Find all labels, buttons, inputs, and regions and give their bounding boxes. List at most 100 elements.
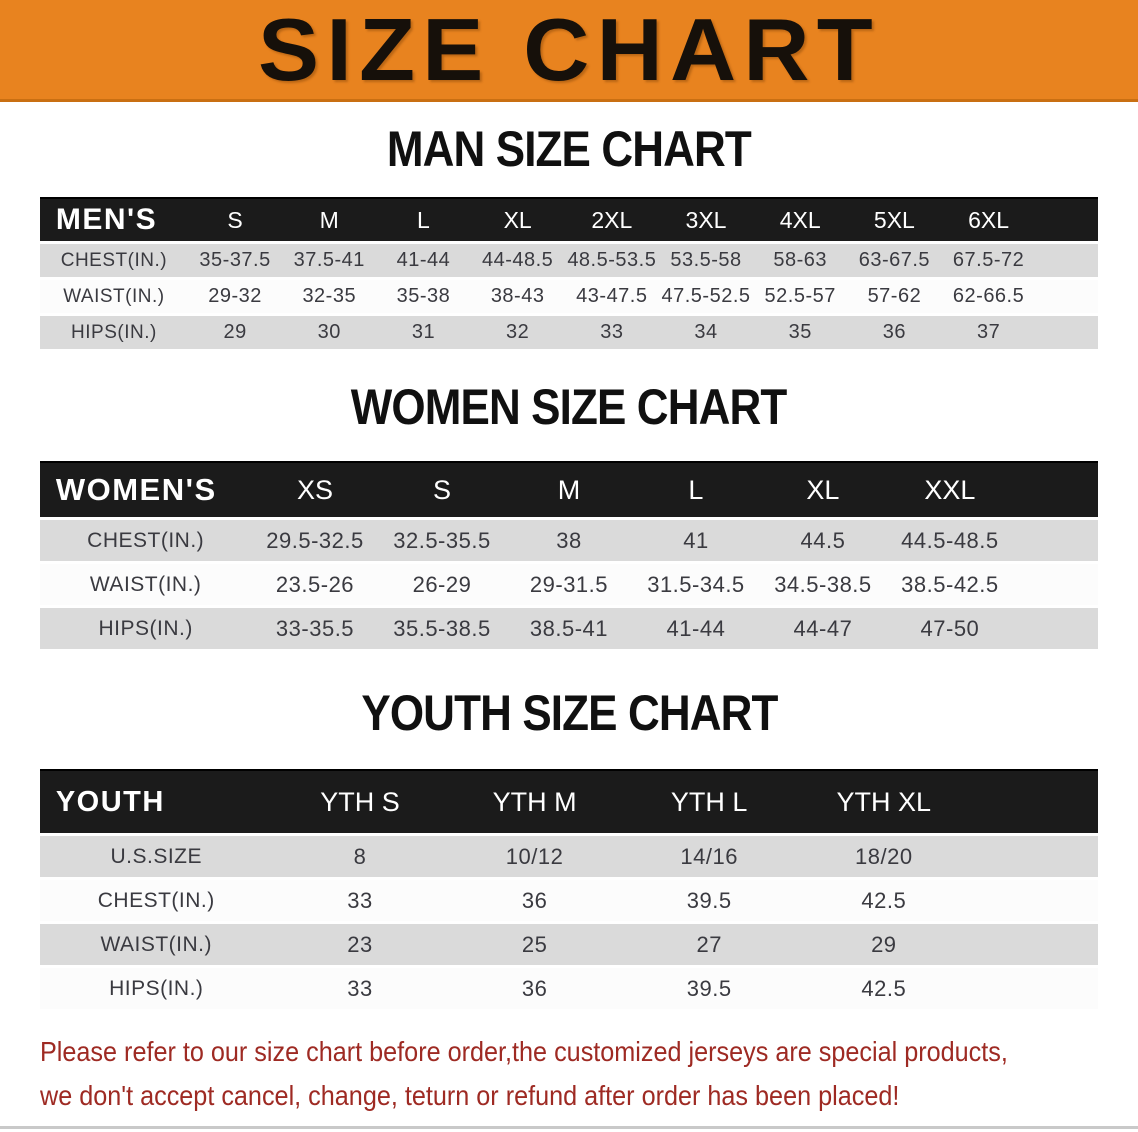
men-column-header: 4XL	[753, 197, 848, 241]
women-column-header: L	[632, 461, 760, 517]
women-table-cell: 44.5	[759, 520, 887, 561]
youth-corner-label: YOUTH	[39, 769, 273, 833]
youth-table-cell: 27	[621, 924, 797, 965]
youth-row-label: WAIST(IN.)	[39, 924, 273, 965]
youth-table-cell: 33	[272, 880, 448, 921]
men-table-cell: 53.5-58	[658, 244, 754, 277]
women-table-row: CHEST(IN.) 29.5-32.5 32.5-35.5 38 41 44.5 44.5…	[39, 520, 1099, 561]
youth-column-header: YTH M	[447, 769, 622, 833]
women-table-cell: 38.5-42.5	[886, 564, 1014, 605]
men-table-cell: 29-32	[187, 280, 283, 313]
women-corner-label: WOMEN'S	[39, 461, 252, 517]
youth-column-header: YTH L	[621, 769, 797, 833]
men-table-cell: 31	[376, 316, 471, 349]
youth-table-cell: 10/12	[447, 836, 622, 877]
women-section-heading: WOMEN SIZE CHART	[351, 379, 788, 435]
men-row-label: HIPS(IN.)	[39, 316, 188, 349]
men-corner-label: MEN'S	[39, 197, 188, 241]
women-table-cell: 41	[632, 520, 760, 561]
disclaimer-line-1: Please refer to our size chart before or…	[40, 1036, 1008, 1067]
men-table-cell: 35-38	[376, 280, 471, 313]
men-table-row: HIPS(IN.) 29 30 31 32 33 34 35 36 37	[39, 316, 1099, 349]
men-table-cell: 34	[658, 316, 754, 349]
men-table-cell: 38-43	[470, 280, 565, 313]
youth-table-cell: 23	[272, 924, 448, 965]
youth-table-cell: 33	[272, 968, 448, 1009]
youth-row-label: HIPS(IN.)	[39, 968, 273, 1009]
youth-header-filler	[971, 769, 1099, 833]
youth-section-heading: YOUTH SIZE CHART	[360, 685, 778, 741]
men-table-cell: 37	[941, 316, 1036, 349]
women-column-header: M	[505, 461, 633, 517]
women-row-filler	[1013, 520, 1099, 561]
women-header-filler	[1013, 461, 1099, 517]
size-chart-banner: SIZE CHART	[0, 0, 1138, 102]
youth-table-cell: 8	[272, 836, 448, 877]
women-table-cell: 34.5-38.5	[759, 564, 887, 605]
youth-column-header: YTH S	[272, 769, 448, 833]
youth-table-cell: 36	[447, 968, 622, 1009]
women-column-header: XS	[251, 461, 379, 517]
youth-table-cell: 14/16	[621, 836, 797, 877]
women-column-header: XXL	[886, 461, 1014, 517]
youth-table-row: U.S.SIZE 8 10/12 14/16 18/20	[39, 836, 1099, 877]
men-table-cell: 44-48.5	[470, 244, 565, 277]
women-row-filler	[1013, 564, 1099, 605]
youth-size-table: YOUTH YTH S YTH M YTH L YTH XL U.S.SIZE 8 10/1…	[39, 766, 1099, 1012]
men-table-cell: 36	[847, 316, 942, 349]
women-table-cell: 35.5-38.5	[378, 608, 506, 649]
men-table-cell: 52.5-57	[753, 280, 848, 313]
women-table-cell: 29.5-32.5	[251, 520, 379, 561]
women-column-header: XL	[759, 461, 887, 517]
men-row-filler	[1035, 316, 1099, 349]
disclaimer-line-2: we don't accept cancel, change, teturn o…	[40, 1080, 900, 1111]
men-header-row: MEN'S S M L XL 2XL 3XL 4XL 5XL 6XL	[39, 197, 1099, 241]
men-table-cell: 33	[564, 316, 659, 349]
men-table-cell: 37.5-41	[282, 244, 377, 277]
youth-table-cell: 42.5	[796, 968, 972, 1009]
man-section-heading-wrap: MAN SIZE CHART	[0, 124, 1138, 174]
men-table-cell: 63-67.5	[847, 244, 942, 277]
women-row-label: WAIST(IN.)	[39, 564, 252, 605]
youth-row-filler	[971, 836, 1099, 877]
women-table-cell: 47-50	[886, 608, 1014, 649]
men-column-header: S	[187, 197, 283, 241]
men-table-cell: 57-62	[847, 280, 942, 313]
men-column-header: 3XL	[658, 197, 754, 241]
men-table-cell: 62-66.5	[941, 280, 1036, 313]
women-table-cell: 31.5-34.5	[632, 564, 760, 605]
women-table-cell: 41-44	[632, 608, 760, 649]
youth-section-heading-wrap: YOUTH SIZE CHART	[0, 688, 1138, 738]
youth-table-cell: 42.5	[796, 880, 972, 921]
youth-row-filler	[971, 880, 1099, 921]
youth-table-row: WAIST(IN.) 23 25 27 29	[39, 924, 1099, 965]
men-table-cell: 35-37.5	[187, 244, 283, 277]
men-row-label: WAIST(IN.)	[39, 280, 188, 313]
men-column-header: 2XL	[564, 197, 659, 241]
women-table-cell: 44-47	[759, 608, 887, 649]
men-header-filler	[1035, 197, 1099, 241]
youth-table-row: HIPS(IN.) 33 36 39.5 42.5	[39, 968, 1099, 1009]
youth-header-row: YOUTH YTH S YTH M YTH L YTH XL	[39, 769, 1099, 833]
youth-row-filler	[971, 968, 1099, 1009]
women-header-row: WOMEN'S XS S M L XL XXL	[39, 461, 1099, 517]
women-table-cell: 44.5-48.5	[886, 520, 1014, 561]
women-row-filler	[1013, 608, 1099, 649]
women-table-cell: 23.5-26	[251, 564, 379, 605]
women-size-table: WOMEN'S XS S M L XL XXL CHEST(IN.) 29.5-32.5 32.…	[39, 458, 1099, 652]
men-column-header: XL	[470, 197, 565, 241]
men-table-cell: 32-35	[282, 280, 377, 313]
men-row-label: CHEST(IN.)	[39, 244, 188, 277]
men-table-cell: 67.5-72	[941, 244, 1036, 277]
women-table-row: WAIST(IN.) 23.5-26 26-29 29-31.5 31.5-34.5 34…	[39, 564, 1099, 605]
youth-row-filler	[971, 924, 1099, 965]
women-table-cell: 33-35.5	[251, 608, 379, 649]
men-table-row: CHEST(IN.) 35-37.5 37.5-41 41-44 44-48.5 48.5…	[39, 244, 1099, 277]
men-table-cell: 32	[470, 316, 565, 349]
men-table-cell: 35	[753, 316, 848, 349]
men-row-filler	[1035, 244, 1099, 277]
men-table-cell: 58-63	[753, 244, 848, 277]
men-table-cell: 41-44	[376, 244, 471, 277]
youth-table-cell: 39.5	[621, 968, 797, 1009]
youth-table-row: CHEST(IN.) 33 36 39.5 42.5	[39, 880, 1099, 921]
